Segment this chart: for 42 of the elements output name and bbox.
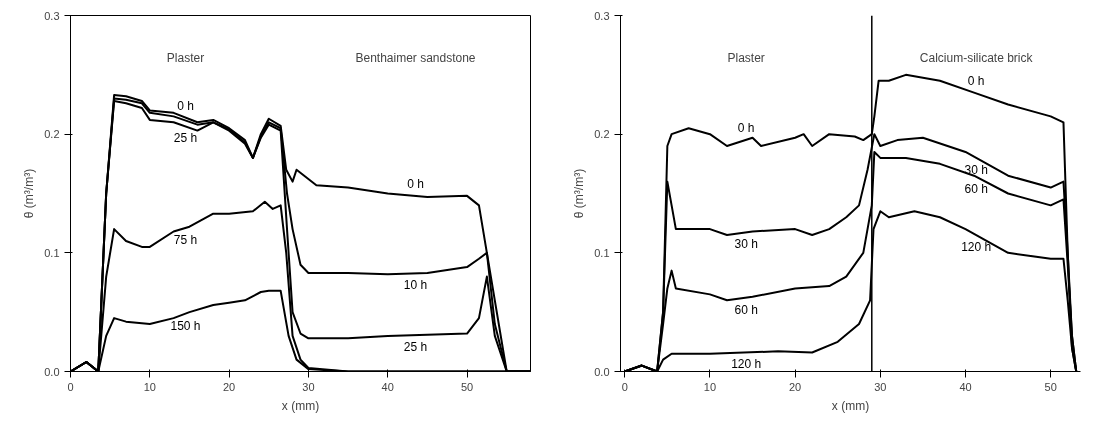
x-tick-label: 10 bbox=[703, 380, 717, 393]
y-tick-label: 0.0 bbox=[44, 365, 60, 378]
text: 120 h bbox=[731, 357, 762, 372]
x-tick-label: 30 bbox=[302, 380, 315, 393]
x-tick-label: 10 bbox=[143, 380, 156, 393]
x-tick-label: 50 bbox=[1044, 380, 1057, 393]
annotation: Benthaimer sandstone bbox=[355, 51, 476, 66]
series-label: 25 h bbox=[173, 131, 198, 146]
annotation: Plaster bbox=[727, 51, 765, 66]
x-tick-label: 0 bbox=[67, 380, 74, 393]
series-label: 0 h bbox=[177, 98, 194, 113]
series-label: 120 h bbox=[961, 240, 992, 255]
y-tick-label: 0.2 bbox=[44, 128, 60, 141]
series-label: 0 h bbox=[967, 74, 985, 89]
x-tick-label: 40 bbox=[959, 380, 972, 393]
y-axis-title: θ (m³/m³) bbox=[22, 168, 37, 219]
y-tick-label: 0.3 bbox=[594, 9, 610, 22]
text: 30 h bbox=[734, 237, 758, 252]
annotation: Calcium-silicate brick bbox=[919, 51, 1034, 66]
y-tick-label: 0.3 bbox=[44, 9, 60, 22]
x-tick-label: 30 bbox=[874, 380, 887, 393]
annotation: Plaster bbox=[166, 51, 205, 66]
y-tick-label: 0.0 bbox=[594, 365, 610, 378]
x-tick-label: 40 bbox=[381, 380, 394, 393]
text: 0 h bbox=[407, 176, 424, 191]
x-tick-label: 20 bbox=[789, 380, 802, 393]
text: 60 h bbox=[734, 302, 758, 317]
text: 0 h bbox=[737, 120, 755, 135]
text: 25 h bbox=[403, 340, 428, 355]
x-tick-label: 50 bbox=[460, 380, 474, 393]
y-tick-label: 0.2 bbox=[594, 128, 610, 141]
x-axis-title: x (mm) bbox=[281, 398, 320, 413]
series-label: 60 h bbox=[964, 181, 988, 196]
x-tick-label: 0 bbox=[621, 380, 628, 393]
x-axis-title: x (mm) bbox=[831, 398, 870, 413]
x-tick-label: 20 bbox=[223, 380, 236, 393]
series-label: 10 h bbox=[403, 278, 428, 293]
y-tick-label: 0.1 bbox=[44, 246, 60, 259]
series-label: 150 h bbox=[170, 318, 201, 333]
y-tick-label: 0.1 bbox=[594, 246, 610, 259]
y-axis-title: θ (m³/m³) bbox=[572, 168, 587, 219]
series-label: 75 h bbox=[173, 232, 198, 247]
